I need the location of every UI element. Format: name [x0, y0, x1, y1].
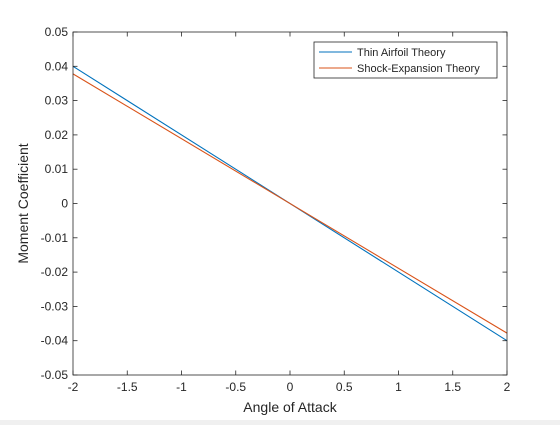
legend-label: Shock-Expansion Theory — [357, 63, 480, 75]
legend-box — [313, 41, 498, 79]
y-tick-label: 0.05 — [45, 25, 69, 39]
x-tick-label: -1.5 — [117, 380, 138, 394]
axes-layer: -2 -1.5 -1 -0.5 0 0.5 1 1.5 2 -0.05 -0.04 -0.03 -0.0… — [41, 25, 511, 394]
legend: Thin Airfoil Theory Shock-Expansion Theor… — [313, 41, 498, 79]
x-tick-label: -0.5 — [225, 380, 246, 394]
y-tick-label: -0.03 — [41, 299, 69, 313]
y-tick-label: 0.04 — [45, 59, 69, 73]
y-tick-label: 0 — [61, 197, 68, 211]
x-tick-label: -2 — [68, 380, 79, 394]
y-tick-label: 0.02 — [45, 128, 69, 142]
y-tick-label: -0.02 — [41, 265, 69, 279]
y-tick-label: -0.04 — [41, 334, 69, 348]
y-tick-label: 0.03 — [45, 94, 69, 108]
y-tick-label: -0.01 — [41, 231, 69, 245]
x-tick-label: 0 — [287, 380, 294, 394]
x-tick-label: 1.5 — [444, 380, 461, 394]
series-line-2 — [72, 73, 508, 334]
y-axis-label: Moment Coefficient — [15, 143, 31, 263]
x-tick-label: -1 — [176, 380, 187, 394]
series-layer — [72, 65, 508, 342]
x-tick-label: 1 — [395, 380, 402, 394]
x-axis-label: Angle of Attack — [243, 399, 337, 415]
y-tick-label: -0.05 — [41, 368, 69, 382]
legend-label: Thin Airfoil Theory — [357, 47, 446, 59]
x-tick-label: 0.5 — [336, 380, 353, 394]
x-tick-label: 2 — [504, 380, 511, 394]
y-tick-label: 0.01 — [45, 162, 69, 176]
